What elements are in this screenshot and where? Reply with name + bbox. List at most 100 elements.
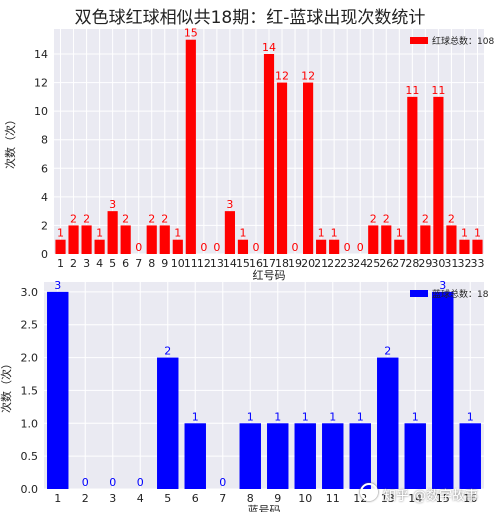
- bar-value-label: 1: [239, 227, 246, 240]
- bar: [55, 239, 66, 254]
- bar-value-label: 2: [83, 212, 90, 225]
- x-tick-label: 17: [262, 257, 276, 270]
- bar: [381, 225, 392, 254]
- y-axis-label: 次数（次）: [3, 114, 17, 169]
- watermark-text: 知乎 @数字故事: [383, 489, 479, 504]
- bar: [172, 239, 183, 254]
- bar-value-label: 1: [318, 227, 325, 240]
- y-tick-label: 0.0: [21, 483, 39, 496]
- bar-value-label: 0: [82, 476, 89, 489]
- x-tick-label: 20: [301, 257, 315, 270]
- bar: [433, 96, 444, 254]
- bar: [267, 423, 289, 489]
- x-tick-label: 24: [353, 257, 367, 270]
- x-tick-label: 25: [366, 257, 380, 270]
- legend: 蓝球总数：18: [410, 288, 489, 300]
- bar-value-label: 1: [461, 227, 468, 240]
- x-tick-label: 7: [219, 492, 226, 505]
- bar-value-label: 0: [344, 241, 351, 254]
- x-tick-label: 5: [109, 257, 116, 270]
- y-tick-label: 0.5: [21, 450, 39, 463]
- bar-value-label: 1: [357, 410, 364, 423]
- x-tick-label: 5: [164, 492, 171, 505]
- x-tick-label: 30: [431, 257, 445, 270]
- x-tick-label: 8: [247, 492, 254, 505]
- x-tick-label: 7: [135, 257, 142, 270]
- bar-value-label: 0: [109, 476, 116, 489]
- x-tick-label: 6: [122, 257, 129, 270]
- bar: [368, 225, 379, 254]
- bar-value-label: 2: [148, 212, 155, 225]
- x-tick-label: 15: [236, 257, 250, 270]
- x-tick-label: 27: [392, 257, 406, 270]
- y-axis-label: 次数（次）: [0, 358, 13, 413]
- y-tick-label: 14: [34, 48, 48, 61]
- bar: [94, 239, 105, 254]
- bar-value-label: 2: [383, 212, 390, 225]
- x-tick-label: 21: [314, 257, 328, 270]
- chart-1: 0246810121411222314352607282911015110120…: [3, 27, 494, 282]
- bar: [81, 225, 92, 254]
- bar-value-label: 2: [422, 212, 429, 225]
- bar: [322, 423, 344, 489]
- x-tick-label: 29: [418, 257, 432, 270]
- bar: [184, 423, 206, 489]
- x-tick-label: 13: [210, 257, 224, 270]
- bar-value-label: 15: [184, 27, 198, 40]
- bar-value-label: 2: [161, 212, 168, 225]
- x-tick-label: 23: [340, 257, 354, 270]
- figure-title: 双色球红球相似共18期：红-蓝球出现次数统计: [74, 8, 426, 28]
- bar-value-label: 3: [226, 198, 233, 211]
- x-tick-label: 11: [184, 257, 198, 270]
- y-tick-label: 10: [34, 105, 48, 118]
- bar: [185, 39, 196, 254]
- bar: [459, 423, 481, 489]
- x-tick-label: 6: [192, 492, 199, 505]
- bar-value-label: 14: [262, 41, 276, 54]
- x-tick-label: 8: [148, 257, 155, 270]
- x-tick-label: 32: [457, 257, 471, 270]
- x-tick-label: 3: [83, 257, 90, 270]
- x-tick-label: 26: [379, 257, 393, 270]
- x-tick-label: 1: [57, 257, 64, 270]
- x-tick-label: 33: [470, 257, 484, 270]
- bar-value-label: 2: [370, 212, 377, 225]
- y-tick-label: 2.5: [21, 319, 39, 332]
- x-tick-label: 22: [327, 257, 341, 270]
- legend-swatch: [410, 290, 428, 297]
- x-tick-label: 28: [405, 257, 419, 270]
- legend: 红球总数：108: [410, 35, 494, 47]
- bar: [276, 82, 288, 254]
- bar: [432, 291, 454, 489]
- y-tick-label: 6: [41, 162, 48, 175]
- y-tick-label: 3.0: [21, 286, 39, 299]
- bar-value-label: 2: [384, 345, 391, 358]
- bar: [47, 291, 69, 489]
- bar-value-label: 2: [448, 212, 455, 225]
- bar: [404, 423, 426, 489]
- x-tick-label: 4: [96, 257, 103, 270]
- bar-value-label: 1: [412, 410, 419, 423]
- watermark-logo-icon: [360, 483, 378, 501]
- bar-value-label: 3: [54, 279, 61, 292]
- x-tick-label: 16: [249, 257, 263, 270]
- bar-value-label: 1: [96, 227, 103, 240]
- x-tick-label: 14: [408, 492, 422, 505]
- bar: [239, 423, 261, 489]
- bar: [329, 239, 340, 254]
- bar-value-label: 0: [292, 241, 299, 254]
- x-tick-label: 14: [223, 257, 237, 270]
- x-tick-label: 19: [288, 257, 302, 270]
- bar-value-label: 1: [396, 227, 403, 240]
- bar-value-label: 0: [137, 476, 144, 489]
- bar-value-label: 0: [135, 241, 142, 254]
- y-tick-label: 2: [41, 219, 48, 232]
- y-tick-label: 0: [41, 248, 48, 261]
- bar: [107, 211, 118, 254]
- bar-value-label: 1: [302, 410, 309, 423]
- y-tick-label: 12: [34, 77, 48, 90]
- bar: [446, 225, 457, 254]
- bar-value-label: 1: [274, 410, 281, 423]
- x-tick-label: 12: [197, 257, 211, 270]
